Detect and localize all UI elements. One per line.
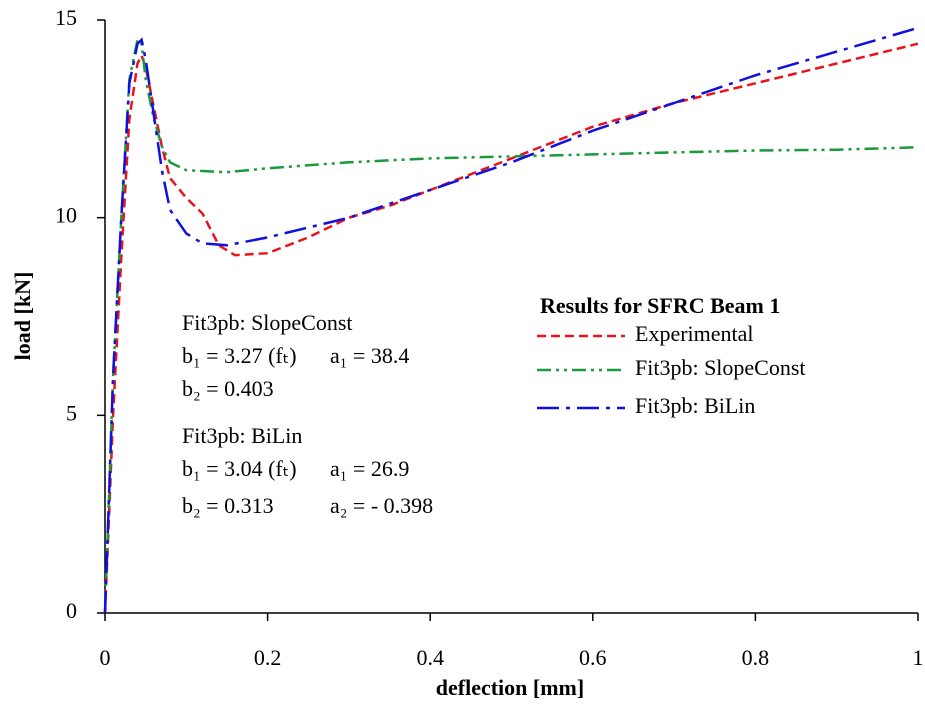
annotation: a₂ = - 0.398 <box>330 493 433 518</box>
x-tick-label: 0.2 <box>254 645 282 670</box>
annotation: b₁ = 3.04 (fₜ) <box>182 456 297 481</box>
x-tick-label: 0.6 <box>579 645 607 670</box>
annotation: a₁ = 26.9 <box>330 456 409 481</box>
x-tick-label: 0.4 <box>416 645 444 670</box>
x-tick-label: 0 <box>100 645 111 670</box>
y-tick-label: 15 <box>55 5 77 30</box>
annotation: Fit3pb: SlopeConst <box>182 310 353 335</box>
legend-label: Fit3pb: SlopeConst <box>635 355 806 380</box>
annotation: b₂ = 0.403 <box>182 376 274 401</box>
y-tick-label: 10 <box>55 203 77 228</box>
series-line <box>103 37 919 614</box>
y-axis-label: load [kN] <box>10 272 35 361</box>
annotation: a₁ = 38.4 <box>330 343 409 368</box>
y-tick-label: 5 <box>66 400 77 425</box>
legend-label: Fit3pb: BiLin <box>635 393 755 418</box>
x-tick-label: 1 <box>913 645 924 670</box>
series-line <box>103 42 919 614</box>
x-tick-label: 0.8 <box>742 645 770 670</box>
series-line <box>103 26 919 614</box>
annotation: b₂ = 0.313 <box>182 493 274 518</box>
y-tick-label: 0 <box>66 598 77 623</box>
annotation: b₁ = 3.27 (fₜ) <box>182 343 297 368</box>
x-axis-label: deflection [mm] <box>436 675 584 700</box>
annotation: Fit3pb: BiLin <box>182 423 302 448</box>
legend-label: Experimental <box>635 321 754 346</box>
legend-title: Results for SFRC Beam 1 <box>540 293 780 318</box>
